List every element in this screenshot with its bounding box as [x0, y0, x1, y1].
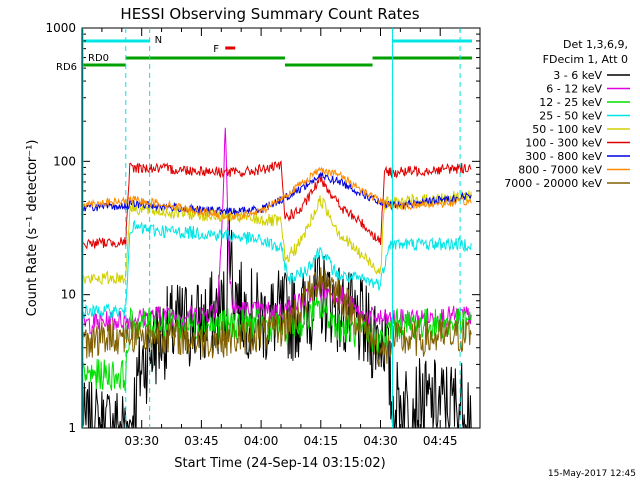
- legend-label: 3 - 6 keV: [553, 69, 602, 82]
- x-axis-label: Start Time (24-Sep-14 03:15:02): [174, 456, 385, 471]
- x-tick-label: 03:30: [124, 434, 159, 448]
- flag-label: RD6: [56, 62, 77, 73]
- flag-label: RD0: [88, 53, 109, 64]
- series-line: [81, 127, 472, 335]
- y-tick-label: 10: [61, 288, 76, 302]
- timestamp-label: 15-May-2017 12:45: [548, 469, 636, 479]
- x-tick-label: 04:30: [363, 434, 398, 448]
- series-line: [81, 160, 472, 250]
- y-axis-label: Count Rate (s⁻¹ detector⁻¹): [25, 140, 40, 317]
- legend-label: 300 - 800 keV: [525, 150, 602, 163]
- series-line: [81, 166, 472, 222]
- flag-layer: N F RD0 RD6: [56, 35, 473, 73]
- legend-label: 12 - 25 keV: [539, 96, 602, 109]
- series-layer: [81, 127, 472, 429]
- legend-label: 25 - 50 keV: [539, 110, 602, 123]
- chart-title: HESSI Observing Summary Count Rates: [120, 5, 419, 23]
- y-tick-label: 1: [68, 421, 76, 435]
- legend-label: 6 - 12 keV: [546, 83, 602, 96]
- y-tick-label: 100: [53, 154, 76, 168]
- series-line: [81, 267, 472, 365]
- legend-label: 50 - 100 keV: [532, 123, 602, 136]
- x-tick-label: 04:15: [304, 434, 339, 448]
- series-line: [81, 295, 472, 391]
- legend-label: 7000 - 20000 keV: [504, 177, 602, 190]
- y-tick-label: 1000: [45, 21, 76, 35]
- legend-label: 100 - 300 keV: [525, 137, 602, 150]
- axes-layer: 1 10 100 1000 03:30 03:45 04:00 04:15 04:30 04:45: [45, 21, 481, 448]
- legend-label: 800 - 7000 keV: [518, 164, 602, 177]
- x-tick-label: 03:45: [184, 434, 219, 448]
- legend-header-2: FDecim 1, Att 0: [543, 53, 628, 66]
- flag-label: N: [155, 35, 162, 46]
- series-line: [81, 219, 472, 319]
- flag-label: F: [213, 44, 219, 55]
- legend-header-1: Det 1,3,6,9,: [563, 38, 628, 51]
- x-tick-label: 04:00: [244, 434, 279, 448]
- x-tick-label: 04:45: [423, 434, 458, 448]
